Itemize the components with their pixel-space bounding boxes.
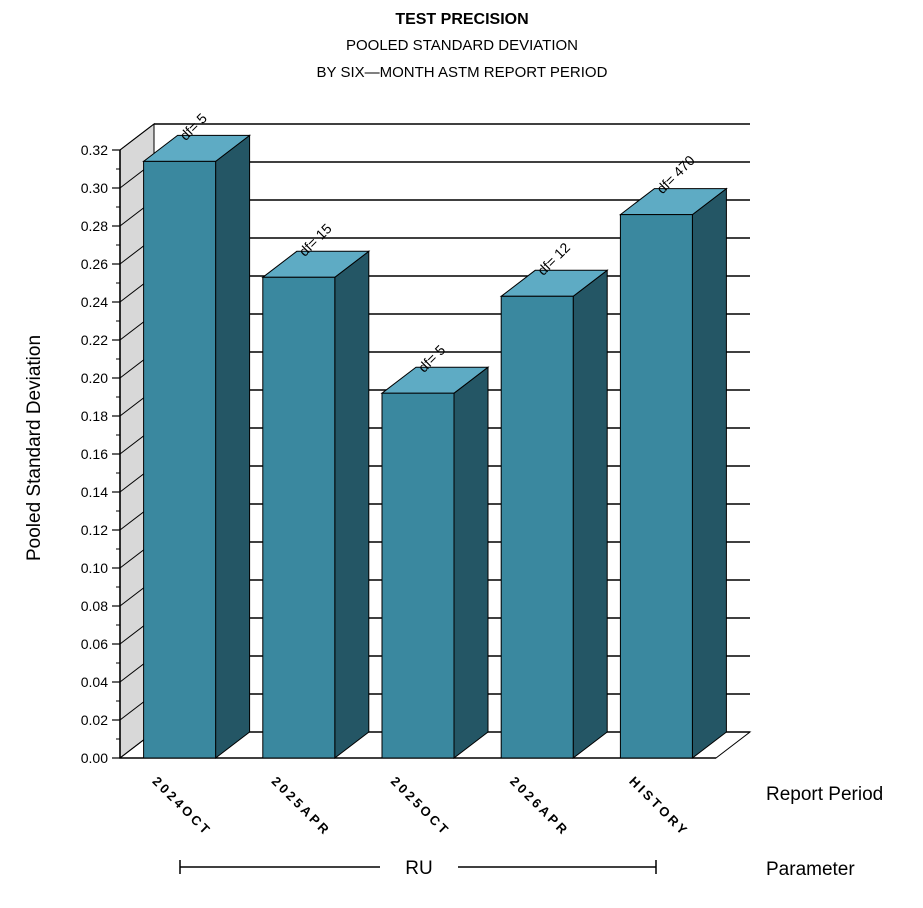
y-tick-label: 0.26 [81, 256, 108, 272]
y-tick-label: 0.06 [81, 636, 108, 652]
x-tick-label: 2026APR [507, 774, 572, 839]
y-tick-label: 0.10 [81, 560, 108, 576]
bar-side [691, 187, 727, 760]
x-tick-label: 2025APR [269, 774, 334, 839]
wall-gridline [119, 123, 155, 151]
y-tick-label: 0.04 [81, 674, 108, 690]
group-bracket: RU [179, 858, 657, 879]
bar-side [334, 250, 370, 760]
bar [262, 276, 336, 759]
plot-area: 0.00 0.02 0.04 0.06 0.08 0.10 0.12 0.14 0.16 0.18… [81, 110, 752, 840]
y-tick-label: 0.12 [81, 522, 108, 538]
y-tick-label: 0.02 [81, 712, 108, 728]
y-tick-label: 0.18 [81, 408, 108, 424]
bar-side [215, 134, 251, 760]
bar-side [572, 269, 608, 760]
y-tick-label: 0.22 [81, 332, 108, 348]
bar [619, 214, 693, 759]
y-tick-label: 0.32 [81, 142, 108, 158]
x-tick-label: 2024OCT [149, 774, 214, 839]
y-tick-label: 0.08 [81, 598, 108, 614]
bar [381, 392, 455, 759]
chart-title: TEST PRECISION [395, 11, 528, 28]
x-axis-label: Report Period [766, 784, 883, 805]
group-axis-label: Parameter [766, 859, 855, 880]
y-tick-label: 0.28 [81, 218, 108, 234]
bar [500, 295, 574, 759]
bar [143, 160, 217, 759]
y-tick-label: 0.24 [81, 294, 108, 310]
y-tick-label: 0.16 [81, 446, 108, 462]
group-name: RU [405, 858, 432, 879]
y-tick-label: 0.00 [81, 750, 108, 766]
x-tick-label: HISTORY [626, 774, 692, 840]
y-tick-label: 0.14 [81, 484, 108, 500]
chart-subtitle-1: POOLED STANDARD DEVIATION [346, 37, 578, 54]
x-tick-label: 2025OCT [388, 774, 453, 839]
chart-subtitle-2: BY SIX—MONTH ASTM REPORT PERIOD [317, 64, 608, 81]
y-tick-label: 0.20 [81, 370, 108, 386]
y-tick-label: 0.30 [81, 180, 108, 196]
bar-side [453, 366, 489, 760]
y-axis-label: Pooled Standard Deviation [24, 335, 45, 561]
